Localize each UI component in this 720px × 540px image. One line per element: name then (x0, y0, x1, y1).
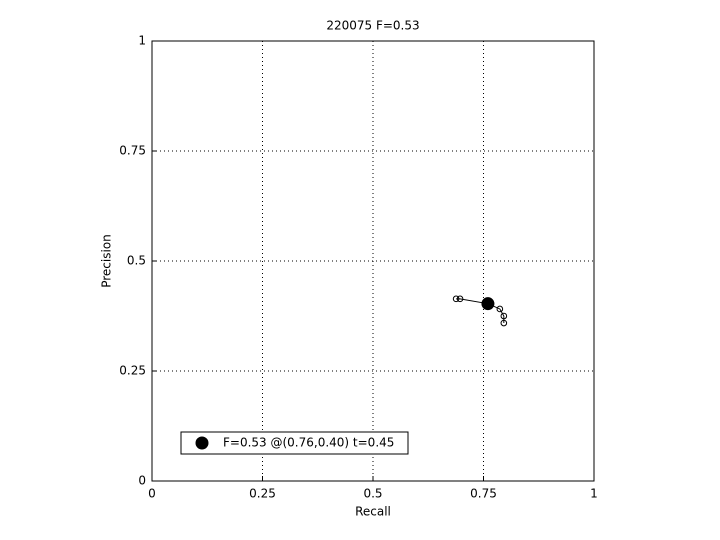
x-tick-label: 1 (590, 487, 598, 501)
best-point (481, 297, 495, 311)
curve (456, 298, 505, 324)
point-marker (500, 312, 508, 320)
x-tick-label: 0 (148, 487, 156, 501)
legend-label: F=0.53 @(0.76,0.40) t=0.45 (223, 436, 394, 450)
point-marker (500, 319, 508, 327)
y-axis-label: Precision (100, 234, 114, 288)
chart-title: 220075 F=0.53 (326, 19, 419, 33)
x-axis-label: Recall (355, 505, 391, 519)
point-marker (456, 295, 464, 303)
legend-marker (195, 436, 209, 450)
y-tick-label: 0 (138, 474, 146, 488)
y-tick-label: 0.5 (127, 254, 146, 268)
y-tick-label: 1 (138, 34, 146, 48)
point-marker (496, 305, 504, 313)
x-tick-label: 0.75 (470, 487, 497, 501)
y-tick-label: 0.75 (119, 144, 146, 158)
x-tick-label: 0.25 (249, 487, 276, 501)
x-tick-label: 0.5 (363, 487, 382, 501)
point-marker (452, 295, 460, 303)
legend-box (180, 431, 409, 455)
y-tick-label: 0.25 (119, 364, 146, 378)
